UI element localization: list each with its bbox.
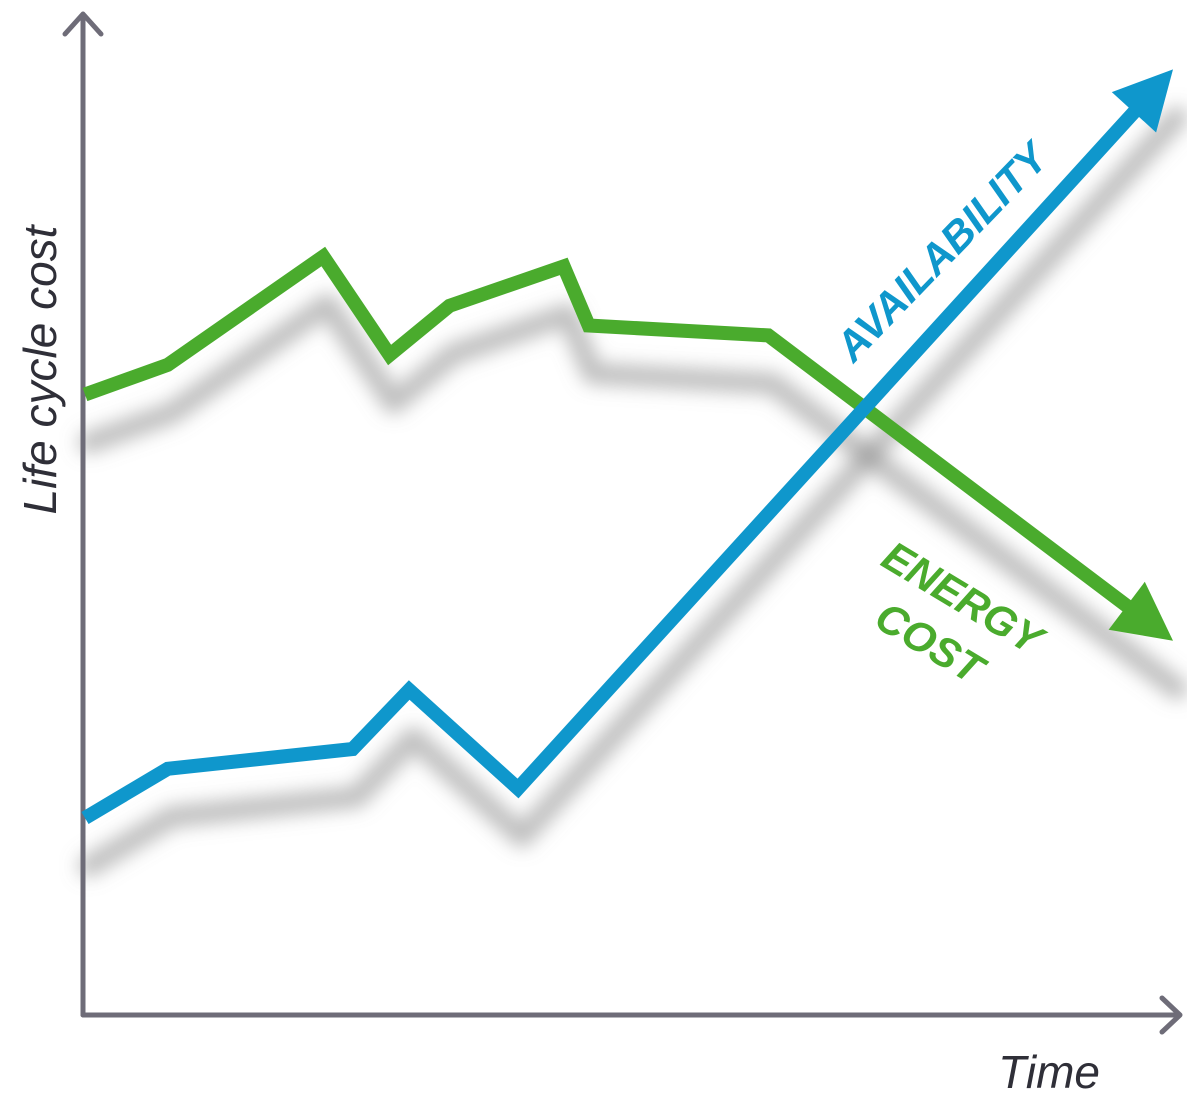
arrow-head-availability (1111, 69, 1173, 133)
axes (62, 11, 1183, 1035)
series-label: AVAILABILITY (826, 131, 1060, 371)
x-axis (80, 995, 1183, 1035)
series-line-energy-cost (82, 246, 1135, 614)
series-shadow-2 (78, 106, 1187, 877)
series-shadow-1 (78, 293, 1187, 700)
y-axis-label: Life cycle cost (14, 223, 66, 514)
series-shadows (78, 106, 1187, 877)
x-axis-label: Time (998, 1046, 1100, 1096)
arrow-head-energy-cost (1108, 581, 1173, 641)
series-line-availability (81, 104, 1142, 825)
series-lines (81, 69, 1173, 825)
y-axis (62, 11, 104, 1018)
